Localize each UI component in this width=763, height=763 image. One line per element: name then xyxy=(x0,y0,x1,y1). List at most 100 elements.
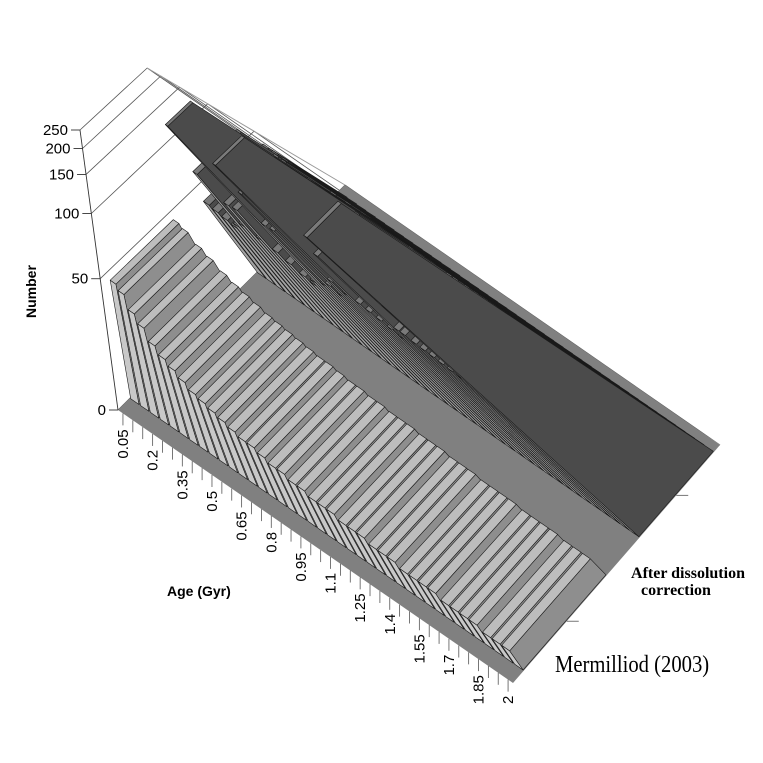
series-label-mermilliod: Mermilliod (2003) xyxy=(555,651,709,678)
bar-front-face xyxy=(227,426,258,487)
bar-front-face xyxy=(326,508,357,555)
bar-front-face xyxy=(377,550,406,589)
bar-front-face xyxy=(167,365,199,446)
bar-front-face xyxy=(408,574,435,610)
x-tick-label: 1.25 xyxy=(352,593,369,622)
bar-front-face xyxy=(276,468,307,521)
bar-front-face xyxy=(267,462,298,514)
left-wall-gridline xyxy=(82,75,162,149)
bar-front-face xyxy=(427,587,455,623)
bar-front-face xyxy=(337,519,367,562)
bar-front-face xyxy=(298,272,382,359)
bar-front-face xyxy=(356,532,386,576)
bar-front-face xyxy=(446,367,621,524)
bar-front-face xyxy=(192,171,315,312)
x-tick-label: 1.55 xyxy=(411,634,428,663)
bar-front-face xyxy=(256,452,288,508)
bar-front-face xyxy=(428,353,602,511)
bar-front-face xyxy=(440,599,465,630)
x-tick-label: 1.4 xyxy=(382,614,399,635)
bar-front-face xyxy=(437,360,611,518)
x-tick-label: 0.8 xyxy=(263,532,280,553)
bar-front-face xyxy=(188,389,219,460)
x-tick-label: 0.5 xyxy=(204,491,221,512)
bar-front-face xyxy=(271,248,362,346)
bar-front-face xyxy=(137,323,169,426)
z-tick-label: 0 xyxy=(98,402,106,419)
x-tick-label: 0.05 xyxy=(115,429,132,458)
bar-front-face xyxy=(418,581,445,616)
bar-front-face xyxy=(375,317,525,458)
z-tick-label: 200 xyxy=(45,141,70,158)
bar-front-face xyxy=(459,612,485,644)
bar-front-face xyxy=(269,228,439,399)
x-tick-label: 1.85 xyxy=(471,675,488,704)
bar-after-dissolution xyxy=(303,200,714,538)
z-tick-label: 250 xyxy=(43,122,68,139)
y-axis-title: Number xyxy=(23,265,39,318)
bar-front-face xyxy=(501,644,524,671)
bar-front-face xyxy=(313,253,554,478)
bar-front-face xyxy=(365,308,516,452)
bar-front-face xyxy=(368,543,396,582)
bar-front-face xyxy=(468,619,494,650)
bar-front-face xyxy=(232,206,353,339)
bar-front-face xyxy=(127,309,159,419)
bar-front-face xyxy=(482,631,504,657)
bar-front-face xyxy=(287,479,317,528)
bar-front-face xyxy=(117,290,150,412)
bar-front-face xyxy=(399,568,426,603)
z-axis-line xyxy=(79,129,119,411)
bar-front-face xyxy=(148,341,179,433)
series-label-after-dissolution-line2: correction xyxy=(641,582,711,599)
bar-front-face xyxy=(177,377,209,453)
chart-bars xyxy=(109,100,714,671)
x-axis-title: Age (Gyr) xyxy=(167,583,231,599)
bar-front-face xyxy=(237,436,268,494)
bar-front-face xyxy=(393,327,563,485)
bar-front-face xyxy=(307,496,337,542)
z-tick-label: 100 xyxy=(54,205,79,222)
left-wall-gridline xyxy=(85,86,180,175)
z-tick-label: 50 xyxy=(71,271,88,288)
left-wall-gridline xyxy=(79,67,148,131)
bar-front-face xyxy=(303,234,640,538)
x-tick-label: 0.95 xyxy=(293,552,310,581)
bar-front-face xyxy=(165,124,410,379)
bar-front-face xyxy=(207,407,238,474)
back-corner-line xyxy=(146,67,346,186)
bar-front-face xyxy=(217,417,248,480)
bar-mermilliod xyxy=(501,553,607,671)
bar-front-face xyxy=(237,191,468,419)
bar-front-face xyxy=(399,331,573,491)
bar-front-face xyxy=(326,278,477,425)
bar-front-face xyxy=(419,346,592,505)
bar-front-face xyxy=(221,216,286,293)
bar-front-face xyxy=(449,606,475,637)
x-tick-label: 2 xyxy=(500,696,517,704)
x-tick-label: 1.1 xyxy=(323,573,340,594)
bar-front-face xyxy=(386,556,416,596)
bar-front-face xyxy=(246,442,278,501)
bar-front-face xyxy=(212,163,496,438)
bar-front-face xyxy=(354,300,506,445)
bar-front-face xyxy=(109,279,140,405)
bar-front-face xyxy=(203,201,267,279)
bar-front-face xyxy=(284,260,372,352)
x-tick-label: 1.7 xyxy=(441,655,458,676)
chart-axes: 0 50 100 150 200 250 0.05 0.2 0.35 0.5 0.65 0.8 0.95… xyxy=(43,122,689,704)
z-tick-label: 150 xyxy=(49,166,74,183)
bar-front-face xyxy=(386,325,535,465)
bar-front-face xyxy=(347,526,376,569)
x-tick-label: 0.65 xyxy=(234,511,251,540)
bar-front-face xyxy=(223,202,334,326)
bar-front-face xyxy=(197,398,229,467)
bar-front-face xyxy=(233,223,305,306)
x-tick-label: 0.35 xyxy=(174,470,191,499)
bar-front-face xyxy=(324,282,449,405)
bar-front-face xyxy=(212,208,276,286)
bar-front-face xyxy=(230,224,295,299)
x-tick-label: 0.2 xyxy=(145,450,162,471)
series-label-after-dissolution: After dissolution xyxy=(631,565,745,582)
